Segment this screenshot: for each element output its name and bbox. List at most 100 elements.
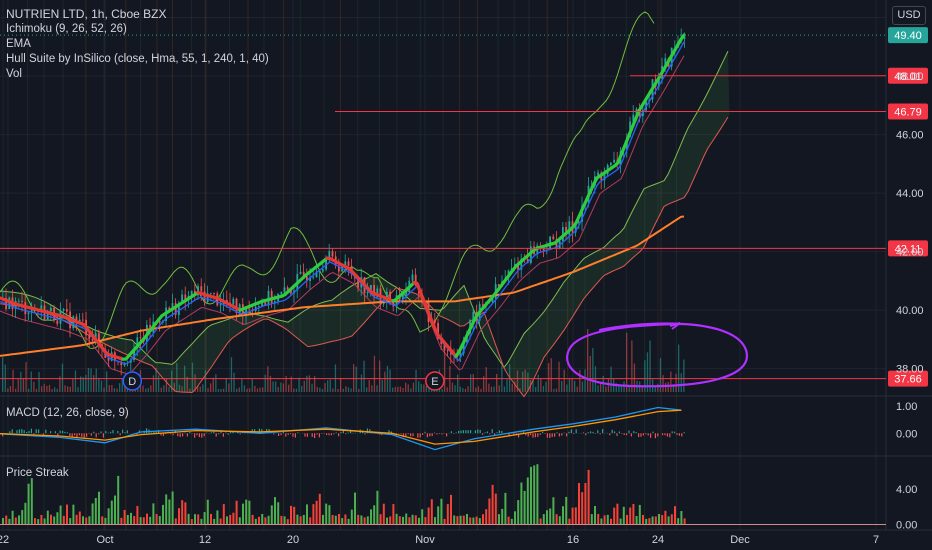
indicator-ichimoku[interactable]: Ichimoku (9, 26, 52, 26) [6,23,127,35]
macd-histogram-bar [633,431,635,434]
volume-bar [358,388,360,392]
streak-bar [523,490,526,525]
indicator-hull-suite[interactable]: Hull Suite by InSilico (close, Hma, 55, … [6,53,269,65]
price-tick-2[interactable]: 42.00 [896,247,924,259]
streak-bar [421,509,424,525]
level-tag-42.11[interactable] [888,240,928,257]
streak-bar [258,516,260,525]
volume-bar [329,379,331,392]
volume-bar [345,386,347,392]
price-axis[interactable]: 38.0040.0042.0044.0046.0048.0050.000.001… [896,13,924,532]
time-tick-6[interactable]: 24 [652,534,664,546]
volume-bar [574,380,576,392]
level-tag-37.66[interactable] [888,370,928,387]
macd-histogram-bar [556,432,558,434]
volume-bar [410,388,412,392]
candle-body [75,316,78,322]
streak-bar [306,504,308,525]
symbol-title[interactable]: NUTRIEN LTD, 1h, Cboe BZX [6,7,167,21]
macd-histogram-bar [9,431,11,434]
streak-bar [562,506,564,525]
macd-histogram-bar [616,433,618,436]
indicator-volume[interactable]: Vol [6,68,22,80]
volume-bar [376,385,378,392]
volume-bar [485,367,487,392]
volume-bar [535,386,537,392]
volume-bar [7,388,9,392]
macd-histogram-bar [407,433,409,435]
volume-bar [384,371,386,392]
macd-histogram-bar [172,433,174,436]
event-marker-E[interactable] [425,371,445,391]
macd-histogram-bar [419,433,421,438]
time-tick-3[interactable]: 20 [287,534,299,546]
macd-histogram-bar [165,433,167,435]
level-tag-48.01[interactable] [888,67,928,84]
streak-bar [466,513,468,525]
macd-histogram-bar [64,431,66,434]
price-tick-0[interactable]: 38.00 [896,364,924,376]
candle-body [552,236,555,240]
macd-histogram-bar [635,432,637,434]
streak-bar [530,466,532,525]
price-tick-4[interactable]: 46.00 [896,130,924,142]
streak-bar [101,516,104,525]
time-tick-5[interactable]: 16 [567,534,579,546]
volume-bar [277,386,279,392]
volume-bar [542,386,545,392]
streak-tick-0[interactable]: 0.00 [896,519,917,531]
level-tag-text-42.11: 42.11 [895,243,922,255]
price-tick-3[interactable]: 44.00 [896,188,924,200]
price-tick-1[interactable]: 40.00 [896,305,924,317]
price-tick-5[interactable]: 48.00 [896,71,924,83]
volume-bar [680,373,682,392]
macd-legend[interactable]: MACD (12, 26, close, 9) [6,407,129,419]
macd-histogram-bar [50,431,52,434]
volume-bar [51,388,53,392]
macd-tick-1[interactable]: 1.00 [896,401,917,413]
volume-bar [503,386,506,392]
time-tick-2[interactable]: 12 [199,534,211,546]
macd-histogram-bar [592,431,594,434]
time-tick-0[interactable]: 22 [0,534,9,546]
candle-body [382,301,385,305]
streak-bar [238,517,241,525]
macd-tick-0[interactable]: 0.00 [896,428,917,440]
volume-bar [626,332,628,392]
time-tick-1[interactable]: Oct [96,534,113,546]
streak-bar [21,510,24,525]
currency-label[interactable]: USD [892,6,926,25]
streak-bar [392,504,395,525]
streak-bar [542,514,545,525]
time-tick-7[interactable]: Dec [730,534,750,546]
macd-histogram-bar [563,432,565,434]
macd-histogram-bar [86,433,88,437]
time-tick-8[interactable]: 7 [873,534,879,546]
indicator-ema[interactable]: EMA [6,38,31,50]
streak-bar [424,517,427,525]
streak-bar [610,518,612,525]
horizontal-levels[interactable]: 48.01 46.79 42.11 37.66 49.40 [0,27,928,387]
streak-tick-1[interactable]: 4.00 [896,484,917,496]
volume-bar [95,368,97,392]
streak-bar [107,508,110,525]
last-price-tag[interactable] [888,27,928,44]
macd-histogram-bar [573,433,575,435]
streak-bar [427,507,430,525]
event-marker-D[interactable] [122,371,143,391]
volume-bar [186,376,188,392]
streak-legend[interactable]: Price Streak [6,467,69,479]
level-tag-46.79[interactable] [888,103,928,120]
candle-body [46,310,49,320]
volume-bar [506,379,508,392]
candle-body [328,251,331,259]
streak-bar [139,517,142,525]
streak-bar [264,517,267,525]
time-tick-4[interactable]: Nov [415,534,435,546]
time-axis[interactable]: 22 Oct 12 20 Nov 16 24 Dec 7 [0,534,879,546]
streak-bar [587,469,590,525]
streak-bar [322,514,324,525]
macd-series-macd [0,406,682,451]
